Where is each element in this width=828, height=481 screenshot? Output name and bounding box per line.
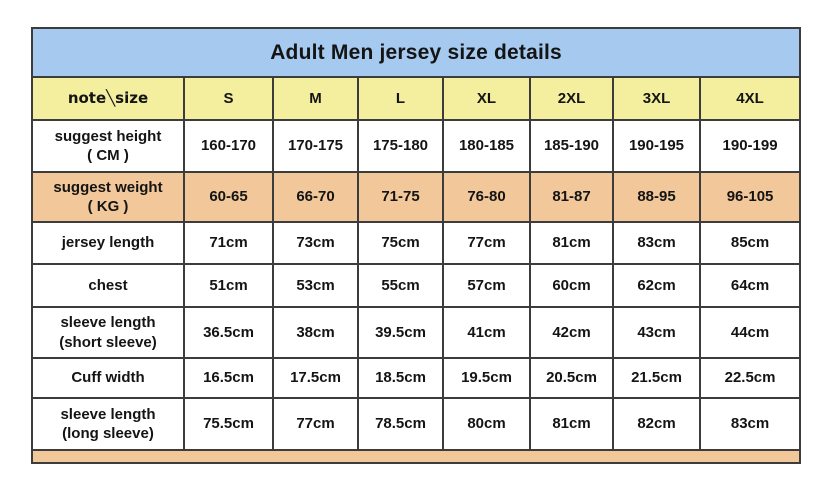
value-cell: 57cm: [442, 263, 531, 308]
value-cell-red: 83cm: [612, 221, 701, 265]
row-label: Cuff width: [31, 357, 185, 399]
value-cell: 60-65: [183, 171, 274, 223]
row-label-line1: Cuff width: [71, 369, 145, 387]
row-label-line1: suggest weight: [53, 178, 163, 196]
size-table: Adult Men jersey size details note╲size …: [30, 27, 802, 464]
row-label-line1: chest: [88, 276, 128, 294]
row-label: sleeve length (short sleeve): [31, 306, 185, 359]
value-cell: 175-180: [357, 119, 444, 173]
value-cell: 80cm: [442, 397, 531, 451]
value-cell: 38cm: [272, 306, 359, 359]
value-cell: 66-70: [272, 171, 359, 223]
value-cell: 55cm: [357, 263, 444, 308]
value-cell: 42cm: [529, 306, 614, 359]
header-cell-4xl: 4XL: [698, 76, 802, 121]
value-cell: 16.5cm: [183, 357, 274, 399]
value-cell: 51cm: [183, 263, 274, 308]
row-sleeve-length-long: sleeve length (long sleeve) 75.5cm 77cm …: [31, 397, 802, 451]
row-label-line1: sleeve length: [60, 405, 156, 423]
value-cell: 160-170: [183, 119, 274, 173]
value-cell: 22.5cm: [698, 357, 802, 399]
row-suggest-weight: suggest weight ( KG ) 60-65 66-70 71-75 …: [31, 171, 802, 223]
header-cell-l: L: [357, 76, 444, 121]
value-cell: 75cm: [357, 221, 444, 265]
header-row: note╲size S M L XL 2XL 3XL 4XL: [31, 76, 802, 121]
row-chest: chest 51cm 53cm 55cm 57cm 60cm 62cm 64cm: [31, 263, 802, 308]
value-cell: 39.5cm: [357, 306, 444, 359]
cut-off-bottom-cell: [30, 449, 802, 464]
value-cell: 88-95: [612, 171, 701, 223]
row-sleeve-length-short: sleeve length (short sleeve) 36.5cm 38cm…: [31, 306, 802, 359]
value-cell: 190-199: [698, 119, 802, 173]
value-cell: 96-105: [698, 171, 802, 223]
value-cell: 53cm: [272, 263, 359, 308]
value-cell: 19.5cm: [442, 357, 531, 399]
value-cell: 73cm: [272, 221, 359, 265]
row-label: jersey length: [31, 221, 185, 265]
row-label-line1: suggest height: [54, 127, 162, 145]
value-cell: 21.5cm: [612, 357, 701, 399]
value-cell: 83cm: [698, 397, 802, 451]
value-cell: 71cm: [183, 221, 274, 265]
value-cell-red: 64cm: [698, 263, 802, 308]
row-suggest-height: suggest height ( CM ) 160-170 170-175 17…: [31, 119, 802, 173]
row-jersey-length: jersey length 71cm 73cm 75cm 77cm 81cm 8…: [31, 221, 802, 265]
row-label: chest: [31, 263, 185, 308]
header-cell-note-size: note╲size: [31, 76, 185, 121]
value-cell: 180-185: [442, 119, 531, 173]
value-cell-red: 60cm: [529, 263, 614, 308]
header-cell-m: M: [272, 76, 359, 121]
row-label: suggest weight ( KG ): [31, 171, 185, 223]
value-cell: 82cm: [612, 397, 701, 451]
value-cell-red: 85cm: [698, 221, 802, 265]
row-cuff-width: Cuff width 16.5cm 17.5cm 18.5cm 19.5cm 2…: [31, 357, 802, 399]
cut-off-bottom-row: [30, 449, 802, 464]
value-cell: 81cm: [529, 397, 614, 451]
row-label: suggest height ( CM ): [31, 119, 185, 173]
value-cell-red: 81cm: [529, 221, 614, 265]
header-cell-3xl: 3XL: [612, 76, 701, 121]
value-cell: 75.5cm: [183, 397, 274, 451]
row-label-line2: (short sleeve): [59, 333, 157, 351]
row-label-line1: sleeve length: [60, 314, 156, 331]
title-row: Adult Men jersey size details: [30, 27, 802, 78]
row-label-line2: ( KG ): [87, 198, 129, 215]
value-cell: 17.5cm: [272, 357, 359, 399]
row-label: sleeve length (long sleeve): [31, 397, 185, 451]
value-cell: 170-175: [272, 119, 359, 173]
header-cell-xl: XL: [442, 76, 531, 121]
value-cell: 18.5cm: [357, 357, 444, 399]
row-label-line2: ( CM ): [87, 147, 129, 164]
value-cell: 81-87: [529, 171, 614, 223]
table-title: Adult Men jersey size details: [30, 27, 802, 78]
header-cell-s: S: [183, 76, 274, 121]
value-cell: 20.5cm: [529, 357, 614, 399]
value-cell: 41cm: [442, 306, 531, 359]
row-label-line1: jersey length: [61, 234, 155, 252]
value-cell: 36.5cm: [183, 306, 274, 359]
value-cell-red: 62cm: [612, 263, 701, 308]
value-cell: 77cm: [272, 397, 359, 451]
value-cell: 71-75: [357, 171, 444, 223]
value-cell: 43cm: [612, 306, 701, 359]
value-cell: 185-190: [529, 119, 614, 173]
value-cell: 190-195: [612, 119, 701, 173]
header-cell-2xl: 2XL: [529, 76, 614, 121]
value-cell: 44cm: [698, 306, 802, 359]
value-cell: 78.5cm: [357, 397, 444, 451]
value-cell: 77cm: [442, 221, 531, 265]
value-cell: 76-80: [442, 171, 531, 223]
row-label-line2: (long sleeve): [62, 425, 154, 442]
